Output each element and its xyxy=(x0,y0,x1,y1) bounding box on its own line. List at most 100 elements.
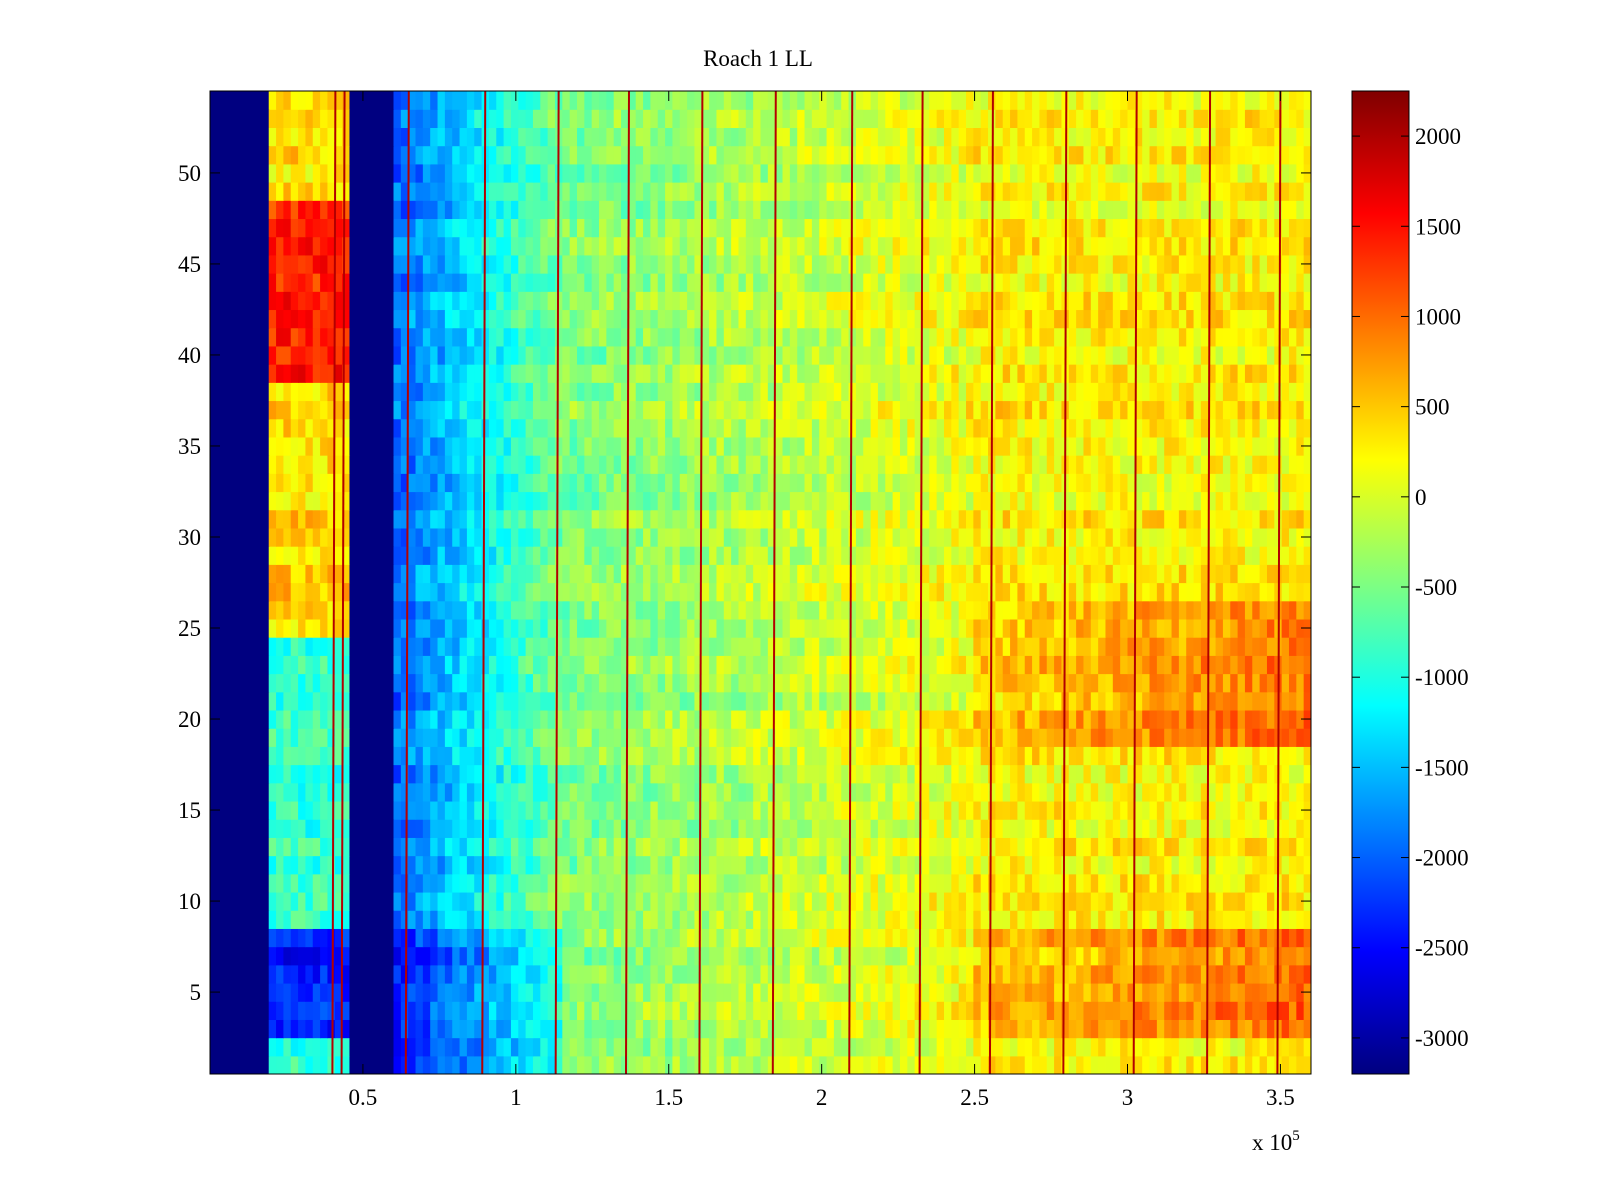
heatmap-cell xyxy=(408,473,417,493)
heatmap-cell xyxy=(723,618,732,638)
heatmap-cell xyxy=(496,564,505,584)
heatmap-cell xyxy=(1061,746,1070,766)
heatmap-cell xyxy=(643,1037,651,1057)
heatmap-cell xyxy=(246,1019,255,1039)
heatmap-cell xyxy=(1178,655,1187,675)
heatmap-cell xyxy=(305,764,314,784)
heatmap-cell xyxy=(1178,891,1187,911)
heatmap-cell xyxy=(716,946,725,966)
heatmap-cell xyxy=(745,946,754,966)
heatmap-cell xyxy=(885,527,894,547)
heatmap-cell xyxy=(687,527,696,547)
heatmap-cell xyxy=(1296,873,1305,893)
heatmap-cell xyxy=(268,582,277,602)
heatmap-cell xyxy=(921,546,930,565)
heatmap-cell xyxy=(525,637,534,656)
heatmap-cell xyxy=(841,655,850,675)
heatmap-cell xyxy=(885,928,894,948)
heatmap-cell xyxy=(1105,982,1114,1002)
heatmap-cell xyxy=(386,691,395,711)
heatmap-cell xyxy=(393,1037,402,1057)
heatmap-cell xyxy=(1237,928,1246,948)
heatmap-cell xyxy=(584,1037,593,1057)
heatmap-cell xyxy=(356,891,365,911)
heatmap-cell xyxy=(1120,928,1129,948)
heatmap-cell xyxy=(789,546,798,565)
heatmap-cell xyxy=(334,982,343,1002)
heatmap-cell xyxy=(811,655,820,675)
heatmap-cell xyxy=(1032,491,1041,511)
heatmap-cell xyxy=(312,691,321,711)
heatmap-cell xyxy=(643,691,651,711)
heatmap-cell xyxy=(554,473,563,493)
heatmap-cell xyxy=(466,891,475,911)
heatmap-cell xyxy=(899,1019,908,1039)
heatmap-cell xyxy=(400,637,409,656)
heatmap-cell xyxy=(650,800,659,820)
heatmap-cell xyxy=(496,673,505,693)
heatmap-cell xyxy=(958,564,967,584)
heatmap-cell xyxy=(474,873,483,893)
heatmap-cell xyxy=(525,910,534,929)
heatmap-cell xyxy=(547,509,556,529)
heatmap-cell xyxy=(804,764,813,784)
heatmap-cell xyxy=(1230,546,1239,565)
heatmap-cell xyxy=(298,819,307,838)
heatmap-cell xyxy=(1046,709,1055,729)
heatmap-cell xyxy=(1046,800,1055,820)
heatmap-cell xyxy=(1215,655,1224,675)
heatmap-cell xyxy=(1054,800,1063,820)
heatmap-cell xyxy=(921,564,930,584)
heatmap-cell xyxy=(1149,964,1158,984)
heatmap-cell xyxy=(342,782,351,802)
heatmap-cell xyxy=(510,910,519,929)
heatmap-cell xyxy=(1105,964,1114,984)
heatmap-cell xyxy=(577,891,585,911)
heatmap-cell xyxy=(621,800,629,820)
heatmap-cell xyxy=(1237,800,1246,820)
heatmap-cell xyxy=(569,910,578,929)
heatmap-cell xyxy=(657,1001,666,1020)
heatmap-cell xyxy=(232,800,240,820)
heatmap-cell xyxy=(907,637,916,656)
heatmap-cell xyxy=(613,600,622,620)
heatmap-cell xyxy=(863,509,872,529)
heatmap-cell xyxy=(459,964,468,984)
heatmap-cell xyxy=(378,655,387,675)
heatmap-cell xyxy=(1215,782,1224,802)
heatmap-cell xyxy=(1046,764,1055,784)
heatmap-cell xyxy=(1288,728,1297,747)
heatmap-cell xyxy=(899,873,908,893)
heatmap-cell xyxy=(899,728,908,747)
heatmap-cell xyxy=(540,837,549,857)
heatmap-cell xyxy=(628,527,637,547)
heatmap-cell xyxy=(716,509,725,529)
heatmap-cell xyxy=(386,600,395,620)
heatmap-cell xyxy=(841,491,850,511)
heatmap-cell xyxy=(1296,582,1305,602)
heatmap-cell xyxy=(1171,546,1180,565)
heatmap-cell xyxy=(393,764,402,784)
heatmap-cell xyxy=(408,891,417,911)
heatmap-cell xyxy=(657,800,666,820)
heatmap-cell xyxy=(1252,910,1261,929)
heatmap-cell xyxy=(1208,946,1217,966)
heatmap-cell xyxy=(1127,673,1136,693)
heatmap-cell xyxy=(320,509,329,529)
heatmap-cell xyxy=(349,1055,358,1074)
heatmap-cell xyxy=(760,491,769,511)
heatmap-cell xyxy=(723,491,732,511)
heatmap-cell xyxy=(1120,509,1129,529)
heatmap-cell xyxy=(958,910,967,929)
heatmap-cell xyxy=(863,709,872,729)
heatmap-cell xyxy=(444,928,453,948)
heatmap-cell xyxy=(1120,691,1129,711)
heatmap-cell xyxy=(254,946,262,966)
heatmap-cell xyxy=(709,637,718,656)
heatmap-cell xyxy=(540,782,549,802)
heatmap-cell xyxy=(841,582,850,602)
heatmap-cell xyxy=(518,600,527,620)
heatmap-cell xyxy=(753,764,762,784)
heatmap-cell xyxy=(863,600,872,620)
heatmap-cell xyxy=(679,728,688,747)
